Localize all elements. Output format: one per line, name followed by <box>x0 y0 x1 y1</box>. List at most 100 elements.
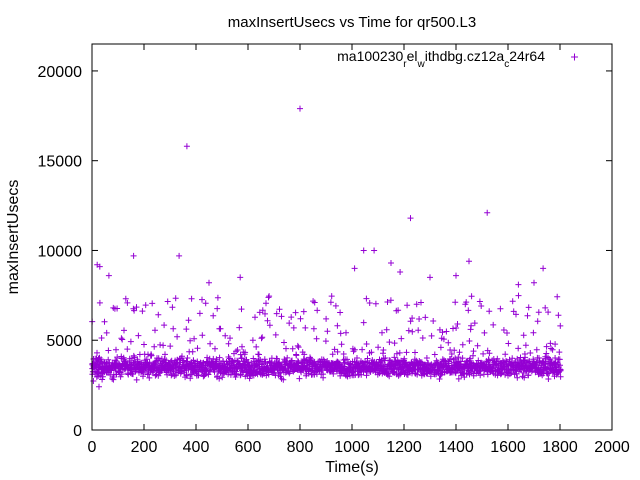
data-point <box>415 327 422 334</box>
data-point <box>150 368 157 375</box>
data-point <box>363 341 370 347</box>
data-point <box>127 338 134 345</box>
data-point <box>527 350 534 356</box>
data-point <box>133 304 140 311</box>
data-point <box>256 351 262 358</box>
y-tick-label: 5000 <box>46 333 82 350</box>
data-point <box>114 354 121 361</box>
data-point <box>418 299 424 306</box>
data-point <box>300 308 307 315</box>
x-tick-label: 0 <box>88 439 97 456</box>
data-point <box>274 355 281 362</box>
data-point <box>502 351 509 358</box>
x-tick-label: 2000 <box>594 439 630 456</box>
data-point <box>195 372 202 379</box>
data-point <box>459 341 466 348</box>
data-point <box>103 329 110 336</box>
x-tick-label: 400 <box>183 439 210 456</box>
data-point <box>214 294 221 301</box>
data-point <box>294 342 301 349</box>
data-point <box>295 344 302 351</box>
legend-label: ma100230relwithdbg.cz12ac24r64 <box>337 48 545 70</box>
data-point <box>266 322 273 329</box>
data-point <box>227 335 233 342</box>
data-point <box>437 344 444 351</box>
data-point <box>468 293 475 300</box>
data-point <box>139 308 146 315</box>
data-point <box>176 252 183 259</box>
data-point <box>484 209 491 216</box>
data-point <box>151 343 158 350</box>
data-point <box>220 358 227 365</box>
data-point <box>280 376 287 383</box>
data-point <box>436 376 443 382</box>
data-point <box>293 351 300 358</box>
data-point <box>416 316 423 322</box>
data-point <box>96 383 102 390</box>
data-point <box>323 315 330 322</box>
data-point <box>366 300 373 306</box>
data-point <box>431 351 438 358</box>
data-point <box>456 349 463 356</box>
data-point <box>190 357 197 364</box>
data-point <box>216 354 223 361</box>
data-point <box>471 320 478 327</box>
data-point <box>515 345 522 352</box>
data-point <box>196 310 203 317</box>
data-point <box>120 354 127 361</box>
data-point <box>199 296 205 303</box>
data-point <box>110 374 117 380</box>
data-point <box>265 294 272 301</box>
data-point <box>545 376 552 382</box>
data-point <box>542 304 549 311</box>
data-point <box>307 354 313 361</box>
data-point <box>543 350 550 357</box>
data-point <box>535 309 542 316</box>
data-point <box>404 302 411 309</box>
data-point <box>407 318 414 325</box>
data-point <box>468 322 475 329</box>
data-point <box>135 332 142 339</box>
data-point <box>199 332 206 339</box>
data-point <box>155 355 162 362</box>
data-point <box>524 312 531 319</box>
data-point <box>358 371 365 378</box>
data-point <box>210 312 217 319</box>
legend-part: c <box>504 59 509 70</box>
data-point <box>459 355 466 362</box>
data-point <box>371 247 378 254</box>
data-point <box>179 353 185 360</box>
data-point <box>206 279 212 286</box>
data-point <box>534 318 541 325</box>
data-point <box>164 298 171 305</box>
data-point <box>297 105 303 112</box>
data-point <box>480 350 487 357</box>
data-point <box>433 357 440 364</box>
data-point <box>497 305 504 312</box>
data-point <box>286 320 293 327</box>
data-point <box>338 341 345 348</box>
data-point <box>239 343 245 350</box>
data-point <box>219 374 226 381</box>
data-point <box>465 307 472 314</box>
data-point <box>189 348 196 355</box>
data-point <box>124 299 131 306</box>
data-point <box>90 378 97 384</box>
data-point <box>144 370 151 377</box>
data-point <box>439 329 446 336</box>
data-point <box>453 272 459 279</box>
data-point <box>557 322 564 329</box>
data-point <box>234 347 241 353</box>
data-point <box>140 373 146 380</box>
x-tick-label: 1200 <box>386 439 422 456</box>
data-point <box>143 356 150 363</box>
x-tick-label: 1000 <box>334 439 370 456</box>
data-point <box>118 371 125 378</box>
data-point <box>191 335 198 342</box>
data-point <box>142 302 149 309</box>
data-point <box>246 375 253 382</box>
y-tick-label: 15000 <box>38 154 83 171</box>
data-point <box>301 351 308 358</box>
data-point <box>448 356 454 362</box>
